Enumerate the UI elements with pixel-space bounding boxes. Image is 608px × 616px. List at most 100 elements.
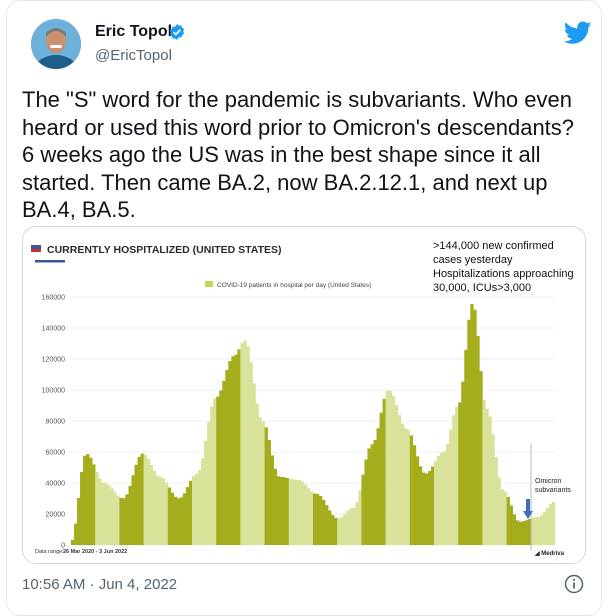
- chart-bar: [364, 459, 368, 545]
- chart-bar: [237, 349, 241, 545]
- chart-bar: [461, 381, 465, 545]
- chart-bar: [343, 514, 347, 545]
- chart-bar: [539, 515, 544, 545]
- chart-bar: [455, 406, 459, 545]
- tweet-timestamp[interactable]: 10:56 AM · Jun 4, 2022: [22, 576, 178, 593]
- data-range-label: Data range:: [35, 549, 64, 555]
- avatar[interactable]: [31, 19, 81, 69]
- chart-bar: [452, 415, 456, 545]
- tweet-media-chart[interactable]: CURRENTLY HOSPITALIZED (UNITED STATES) >…: [22, 226, 586, 564]
- chart-bar: [316, 494, 320, 545]
- chart-bar: [243, 340, 247, 545]
- chart-bar: [545, 507, 550, 545]
- chart-bar: [143, 454, 147, 545]
- chart-bar: [334, 517, 338, 545]
- chart-bar: [155, 475, 160, 545]
- chart-bar: [503, 491, 507, 545]
- chart-bar: [394, 405, 398, 545]
- chart-bar: [201, 458, 205, 545]
- chart-bar: [512, 514, 516, 545]
- chart-bar: [340, 517, 344, 545]
- chart-bar: [388, 390, 392, 545]
- chart-bar: [210, 406, 214, 545]
- chart-bar: [331, 514, 335, 545]
- chart-bar: [313, 493, 317, 545]
- chart-bar: [252, 383, 256, 545]
- chart-bar: [430, 466, 435, 545]
- chart-bar: [449, 429, 453, 545]
- chart-bar: [322, 500, 326, 545]
- chart-bar: [95, 472, 99, 545]
- chart-bar: [249, 362, 253, 545]
- chart-bar: [518, 521, 523, 545]
- chart-bar: [464, 349, 468, 545]
- omicron-label-1: Omicron: [535, 478, 562, 485]
- chart-bar: [491, 434, 495, 545]
- chart-bar: [473, 309, 477, 545]
- chart-bars: [71, 303, 556, 545]
- chart-bar: [530, 517, 535, 545]
- chart-bar: [279, 476, 284, 545]
- chart-bar: [379, 412, 383, 545]
- y-tick-label: 120000: [42, 357, 65, 364]
- chart-bar: [506, 496, 510, 545]
- chart-bar: [443, 451, 447, 545]
- chart-bar: [418, 466, 423, 545]
- chart-bar: [352, 507, 356, 545]
- y-tick-label: 100000: [42, 388, 65, 395]
- chart-bar: [225, 369, 229, 545]
- chart-bar: [370, 444, 374, 545]
- chart-bar: [185, 487, 190, 545]
- chart-bar: [152, 470, 156, 545]
- chart-bar: [367, 448, 371, 545]
- chart-bar: [173, 496, 178, 545]
- info-icon[interactable]: [564, 574, 584, 594]
- author-handle[interactable]: @EricTopol: [95, 47, 172, 64]
- title-underline: [35, 260, 65, 263]
- chart-bar: [104, 483, 108, 545]
- hospitalization-chart: CURRENTLY HOSPITALIZED (UNITED STATES) >…: [31, 240, 574, 557]
- chart-bar: [158, 476, 163, 545]
- chart-bar: [195, 473, 199, 545]
- chart-bar: [424, 473, 429, 545]
- author-name[interactable]: Eric Topol: [95, 23, 173, 40]
- chart-bar: [83, 455, 87, 545]
- chart-bar: [385, 390, 389, 545]
- chart-bar: [261, 421, 265, 545]
- y-tick-label: 140000: [42, 326, 65, 333]
- chart-bar: [337, 518, 341, 545]
- chart-bar: [264, 427, 268, 545]
- chart-bar: [216, 396, 220, 545]
- omicron-label-2: subvariants: [535, 487, 571, 494]
- chart-bar: [376, 428, 380, 545]
- annotation-line-3: Hospitalizations approaching: [433, 268, 574, 280]
- chart-bar: [294, 479, 299, 545]
- chart-bar: [297, 480, 302, 545]
- twitter-bird-icon[interactable]: [564, 21, 592, 45]
- chart-bar: [188, 480, 193, 545]
- chart-bar: [346, 510, 350, 545]
- chart-bar: [231, 356, 235, 545]
- chart-bar: [524, 520, 529, 545]
- y-tick-label: 80000: [46, 419, 66, 426]
- chart-bar: [131, 475, 135, 545]
- chart-bar: [309, 491, 314, 545]
- chart-bar: [276, 476, 281, 545]
- chart-bar: [258, 417, 262, 545]
- chart-bar: [437, 455, 441, 545]
- annotation-line-4: 30,000, ICUs>3,000: [433, 282, 531, 294]
- chart-bar: [521, 521, 526, 545]
- chart-bar: [325, 505, 329, 545]
- chart-bar: [86, 454, 90, 545]
- chart-bar: [306, 488, 311, 545]
- chart-bar: [500, 489, 504, 545]
- chart-bar: [440, 452, 444, 545]
- chart-bar: [110, 488, 114, 545]
- chart-bar: [349, 508, 353, 545]
- chart-bar: [527, 519, 532, 545]
- chart-bar: [176, 498, 181, 545]
- chart-bar: [382, 398, 386, 545]
- chart-bar: [137, 456, 141, 545]
- chart-bar: [192, 475, 196, 545]
- annotation-line-1: >144,000 new confirmed: [433, 240, 554, 252]
